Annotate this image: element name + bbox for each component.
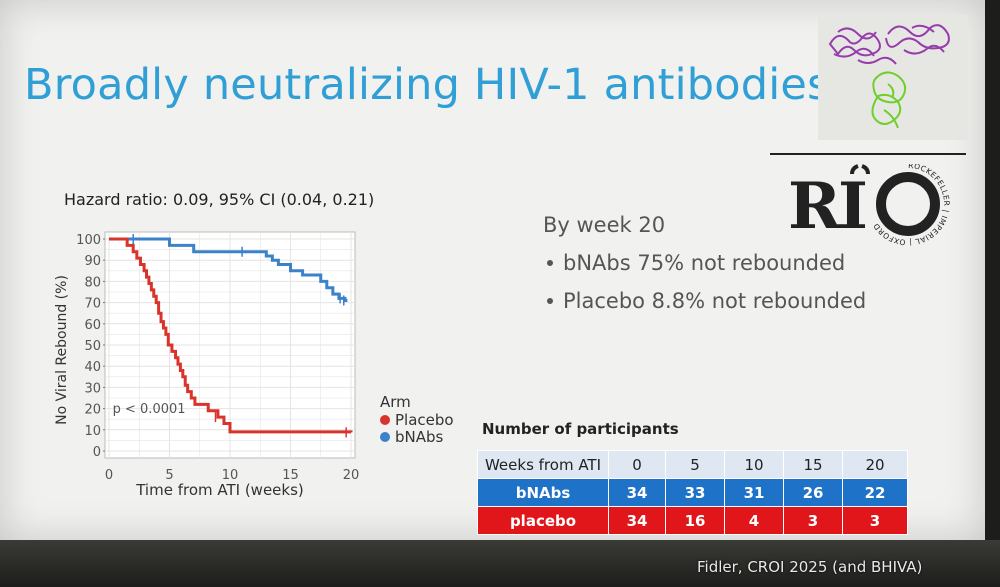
y-tick-label: 50 bbox=[84, 339, 101, 354]
header-week-cell: 10 bbox=[724, 450, 784, 479]
svg-text:R: R bbox=[788, 169, 842, 244]
header-week-cell: 15 bbox=[783, 450, 843, 479]
y-tick-label: 60 bbox=[84, 318, 101, 333]
logo-divider bbox=[770, 153, 966, 155]
count-cell: 26 bbox=[783, 478, 843, 507]
row-label-cell: placebo bbox=[477, 506, 609, 535]
y-tick-label: 80 bbox=[84, 275, 101, 290]
y-tick-label: 40 bbox=[84, 360, 101, 375]
y-tick-label: 90 bbox=[84, 254, 101, 269]
row-label-cell: bNAbs bbox=[477, 478, 609, 507]
participants-table: Weeks from ATI 0 5 10 15 20 bNAbs 34 33 … bbox=[477, 450, 908, 535]
y-tick-label: 70 bbox=[84, 297, 101, 312]
chart-legend: Arm Placebo bNAbs bbox=[380, 393, 454, 446]
y-tick-label: 30 bbox=[84, 381, 101, 396]
summary-bullet-placebo: Placebo 8.8% not rebounded bbox=[543, 282, 866, 320]
table-header-row: Weeks from ATI 0 5 10 15 20 bbox=[477, 450, 908, 479]
x-tick-label: 15 bbox=[282, 468, 299, 483]
legend-item-placebo: Placebo bbox=[380, 410, 454, 429]
count-cell: 3 bbox=[842, 506, 908, 535]
table-row-placebo: placebo 34 16 4 3 3 bbox=[477, 506, 908, 535]
bullet-dot bbox=[547, 298, 553, 304]
table-row-bnabs: bNAbs 34 33 31 26 22 bbox=[477, 478, 908, 507]
rio-logo: R I ROCKEFELLER | IMPERIAL | OXFORD bbox=[776, 161, 966, 250]
count-cell: 3 bbox=[783, 506, 843, 535]
participants-table-title: Number of participants bbox=[482, 420, 679, 438]
legend-dot-bnabs bbox=[380, 431, 390, 442]
y-tick-label: 100 bbox=[76, 233, 101, 248]
summary-bullet-bnabs: bNAbs 75% not rebounded bbox=[543, 244, 866, 282]
x-tick-label: 5 bbox=[165, 468, 173, 483]
count-cell: 34 bbox=[608, 478, 666, 507]
kaplan-meier-chart: 0 10 20 30 40 50 60 70 80 90 100 0 5 10 15 20 Time from … bbox=[54, 231, 360, 499]
rio-logo-mark: R I ROCKEFELLER | IMPERIAL | OXFORD bbox=[788, 161, 951, 247]
slide: Broadly neutralizing HIV-1 antibodies R … bbox=[0, 0, 985, 540]
km-curve-bnabs bbox=[109, 237, 348, 302]
count-cell: 31 bbox=[724, 478, 784, 507]
count-cell: 34 bbox=[608, 506, 666, 535]
legend-item-bnabs: bNAbs bbox=[380, 427, 454, 446]
week20-summary: By week 20 bNAbs 75% not rebounded Place… bbox=[543, 206, 866, 320]
summary-bullet-bnabs-text: bNAbs 75% not rebounded bbox=[563, 251, 846, 275]
header-week-cell: 20 bbox=[842, 450, 908, 479]
y-axis-label: No Viral Rebound (%) bbox=[54, 275, 70, 425]
legend-label-placebo: Placebo bbox=[395, 410, 454, 429]
y-tick-label: 0 bbox=[93, 445, 101, 460]
x-tick-label: 0 bbox=[105, 468, 113, 483]
legend-label-bnabs: bNAbs bbox=[395, 427, 444, 446]
km-curve-placebo bbox=[109, 237, 353, 434]
screen-bottom-edge bbox=[0, 540, 1000, 587]
summary-bullet-placebo-text: Placebo 8.8% not rebounded bbox=[563, 289, 867, 313]
x-tick-label: 10 bbox=[222, 468, 239, 483]
count-cell: 22 bbox=[842, 478, 908, 507]
antibody-structure-image bbox=[818, 14, 968, 140]
y-tick-label: 10 bbox=[84, 424, 101, 439]
citation: Fidler, CROI 2025 (and BHIVA) bbox=[697, 558, 923, 576]
slide-title: Broadly neutralizing HIV-1 antibodies bbox=[24, 60, 830, 110]
count-cell: 33 bbox=[665, 478, 725, 507]
x-tick-label: 20 bbox=[343, 468, 360, 483]
count-cell: 16 bbox=[665, 506, 725, 535]
header-label-cell: Weeks from ATI bbox=[477, 450, 609, 479]
header-week-cell: 5 bbox=[665, 450, 725, 479]
hazard-ratio-text: Hazard ratio: 0.09, 95% CI (0.04, 0.21) bbox=[64, 190, 375, 209]
legend-dot-placebo bbox=[380, 414, 390, 425]
header-week-cell: 0 bbox=[608, 450, 666, 479]
count-cell: 4 bbox=[724, 506, 784, 535]
bullet-dot bbox=[547, 260, 553, 266]
x-axis-label: Time from ATI (weeks) bbox=[135, 481, 304, 499]
legend-title: Arm bbox=[380, 393, 411, 411]
svg-text:I: I bbox=[838, 169, 868, 244]
summary-heading: By week 20 bbox=[543, 213, 666, 237]
y-tick-label: 20 bbox=[84, 403, 101, 418]
p-value-annotation: p < 0.0001 bbox=[113, 402, 186, 417]
